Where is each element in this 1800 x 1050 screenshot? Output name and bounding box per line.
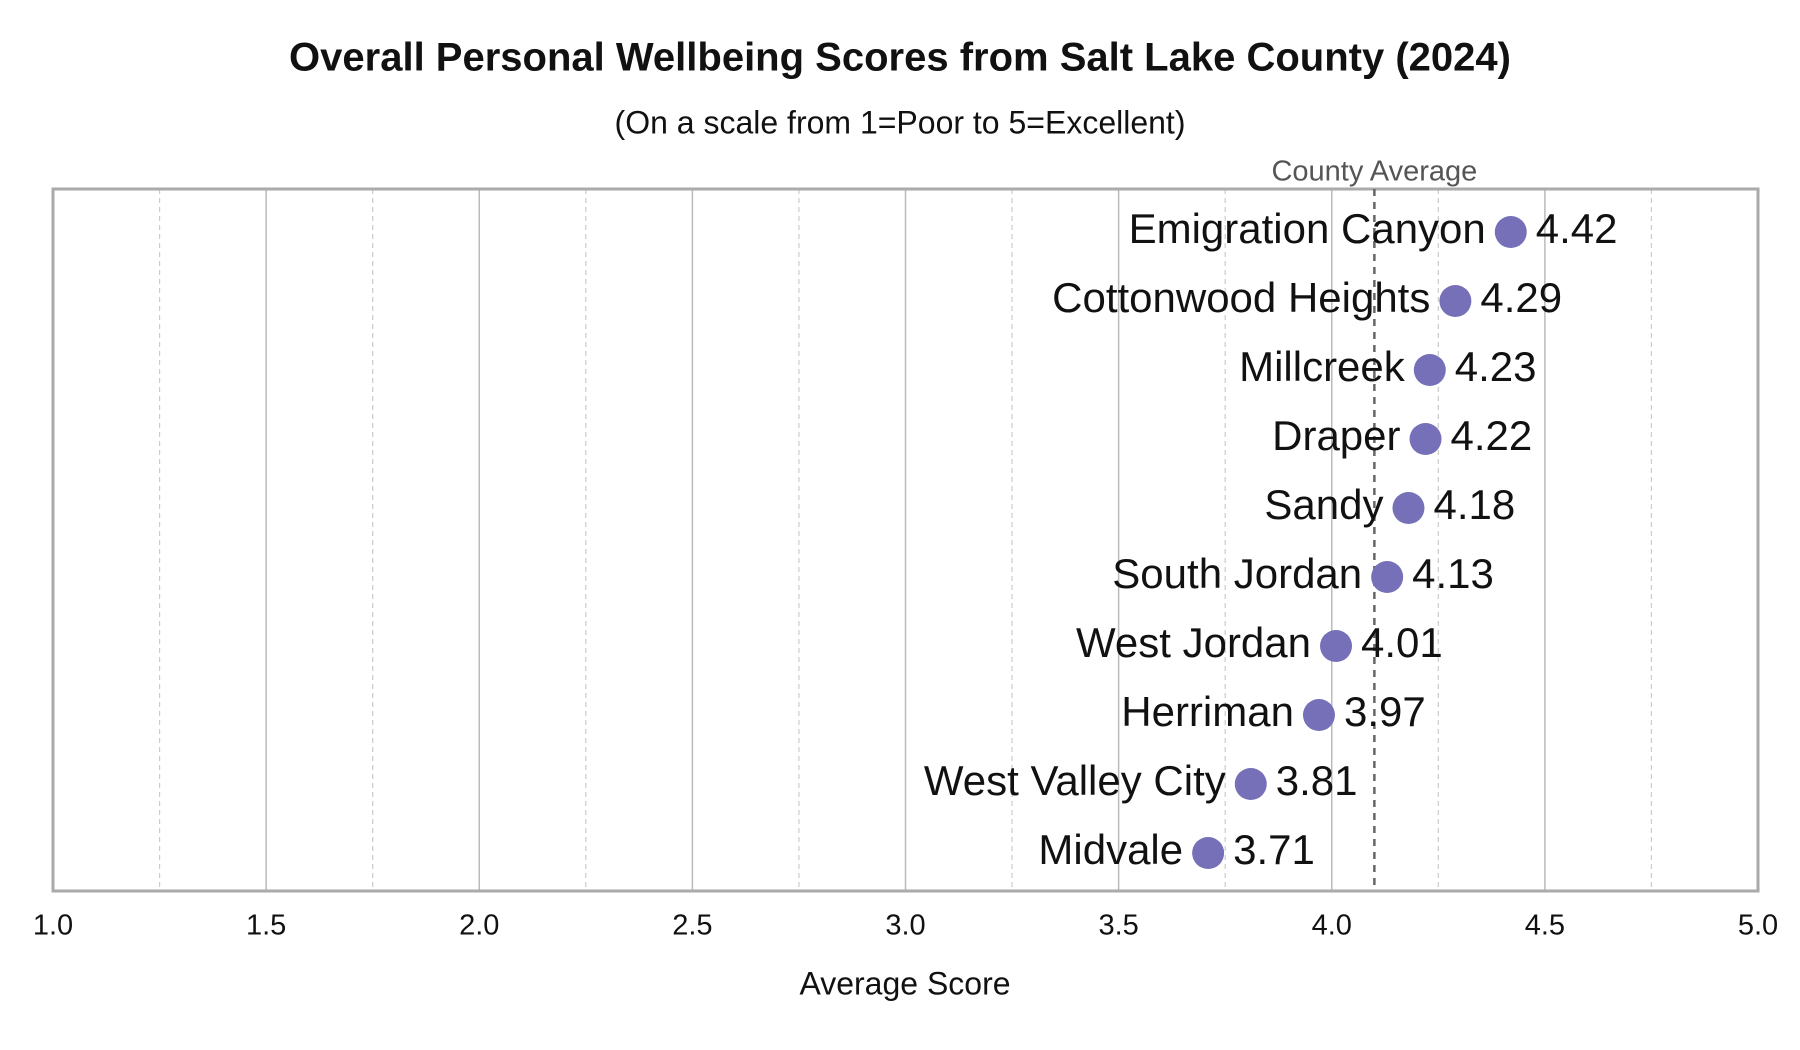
chart-subtitle: (On a scale from 1=Poor to 5=Excellent) (615, 104, 1186, 140)
x-tick-label: 5.0 (1738, 910, 1778, 942)
value-label: 4.18 (1433, 481, 1515, 528)
category-label: Millcreek (1239, 343, 1406, 390)
category-label: Midvale (1038, 826, 1183, 873)
x-tick-label: 1.0 (33, 910, 73, 942)
value-label: 4.22 (1451, 412, 1533, 459)
value-label: 4.01 (1361, 619, 1443, 666)
value-label: 3.71 (1233, 826, 1315, 873)
chart-title: Overall Personal Wellbeing Scores from S… (289, 36, 1511, 80)
reference-label: County Average (1271, 156, 1477, 188)
dot (1494, 216, 1527, 248)
value-label: 3.81 (1276, 757, 1358, 804)
plot-frame (51, 187, 1760, 893)
dot (1192, 837, 1225, 869)
category-label: West Jordan (1076, 619, 1311, 666)
x-tick-label: 3.5 (1098, 910, 1138, 942)
x-tick-label: 3.0 (885, 910, 925, 942)
category-label: Emigration Canyon (1129, 205, 1486, 252)
dot (1413, 354, 1446, 386)
dot (1409, 423, 1442, 455)
x-tick-label: 2.5 (672, 910, 712, 942)
dot (1439, 285, 1472, 317)
category-label: Herriman (1121, 688, 1294, 735)
dot (1234, 768, 1267, 800)
x-tick-label: 2.0 (459, 910, 499, 942)
x-tick-label: 1.5 (246, 910, 286, 942)
x-tick-label: 4.0 (1312, 910, 1352, 942)
value-label: 4.29 (1480, 274, 1562, 321)
category-label: Sandy (1264, 481, 1383, 528)
value-label: 4.42 (1536, 205, 1618, 252)
dot (1302, 699, 1335, 731)
value-label: 4.13 (1412, 550, 1494, 597)
value-label: 3.97 (1344, 688, 1426, 735)
dot (1371, 561, 1404, 593)
category-label: South Jordan (1112, 550, 1362, 597)
category-label: Cottonwood Heights (1052, 274, 1430, 321)
dot (1392, 492, 1425, 524)
category-label: West Valley City (924, 757, 1226, 804)
dot (1320, 630, 1353, 662)
value-label: 4.23 (1455, 343, 1537, 390)
x-axis-title: Average Score (799, 965, 1010, 1001)
x-tick-label: 4.5 (1525, 910, 1565, 942)
category-label: Draper (1272, 412, 1400, 459)
